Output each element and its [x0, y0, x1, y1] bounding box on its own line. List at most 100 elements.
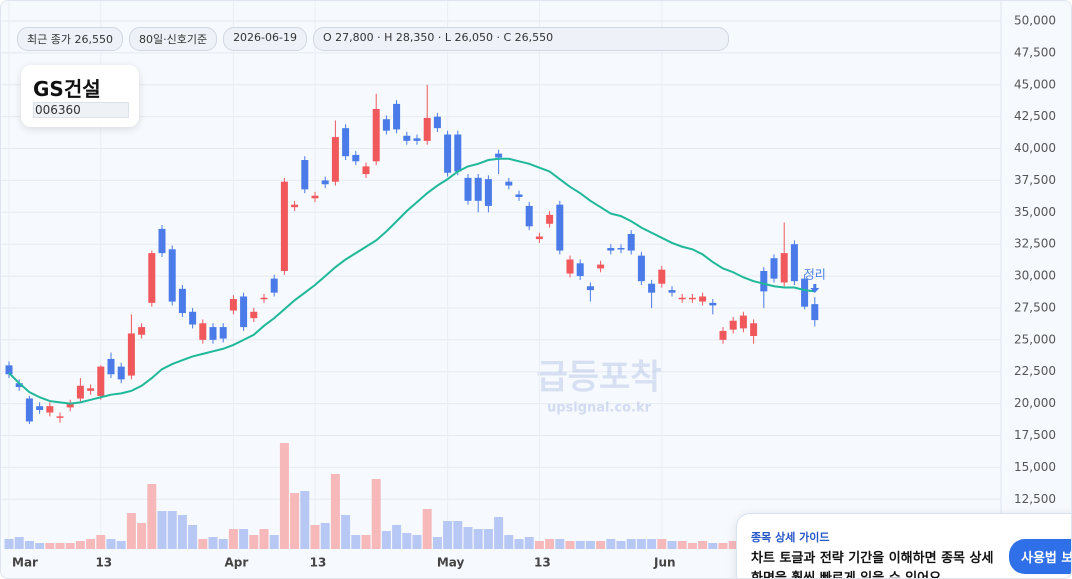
candle-body [209, 327, 217, 340]
candle-body [668, 290, 676, 293]
guide-button[interactable]: 사용법 보기 [1009, 539, 1071, 574]
candle-body [719, 330, 727, 340]
x-tick-label: Mar [12, 556, 38, 570]
candle-body [250, 311, 258, 319]
candle-body [484, 179, 492, 206]
volume-bar [453, 521, 463, 549]
x-tick-label: May [437, 556, 465, 570]
badge: 80일·신호기준 [128, 27, 218, 51]
candle-body [168, 249, 176, 302]
volume-bar [208, 537, 218, 549]
candle-body [811, 304, 819, 321]
candle-body [454, 134, 462, 172]
volume-bar [494, 517, 504, 549]
y-tick-label: 47,500 [1014, 45, 1056, 59]
candle-body [546, 214, 554, 224]
volume-bar [116, 541, 126, 549]
volume-bar [86, 539, 96, 549]
volume-bar [606, 539, 616, 549]
candle-body [199, 323, 207, 340]
y-tick-label: 30,000 [1014, 269, 1056, 283]
candle-body [637, 255, 645, 282]
volume-bar [330, 474, 340, 549]
y-tick-label: 40,000 [1014, 141, 1056, 155]
volume-bar [596, 541, 606, 549]
candle-body [505, 181, 513, 186]
volume-bar [616, 541, 626, 549]
candle-body [352, 154, 360, 162]
candle-body [770, 258, 778, 279]
candle-body [382, 119, 390, 131]
volume-bar [35, 543, 45, 549]
candle-body [393, 103, 401, 130]
volume-bar [55, 543, 65, 549]
volume-bar [126, 513, 136, 549]
candle-body [331, 137, 339, 182]
candle-body [515, 194, 523, 197]
volume-bar [575, 541, 585, 549]
candle-body [189, 311, 197, 325]
candle-body [739, 315, 747, 329]
volume-bar [443, 521, 453, 549]
volume-bar [259, 529, 269, 549]
volume-bar [228, 529, 238, 549]
volume-bar [249, 535, 259, 549]
candle-body [780, 253, 788, 283]
candle-body [790, 244, 798, 282]
volume-bar [534, 541, 544, 549]
candle-body [15, 383, 23, 388]
volume-bar [545, 539, 555, 549]
candle-body [117, 366, 125, 380]
volume-bar [514, 539, 524, 549]
volume-bar [239, 529, 249, 549]
volume-bar [422, 509, 432, 549]
volume-bar [65, 543, 75, 549]
volume-bar [279, 443, 289, 549]
volume-bar [657, 539, 667, 549]
candle-body [586, 286, 594, 291]
name-card: GS건설 006360 [21, 65, 139, 127]
volume-bar [647, 539, 657, 549]
candle-body [566, 259, 574, 274]
candle-body [25, 398, 33, 422]
volume-bar [341, 515, 351, 549]
candle-body [709, 302, 717, 306]
candle-body [229, 299, 237, 311]
volume-bar [565, 541, 575, 549]
badge: O 27,800 · H 28,350 · L 26,050 · C 26,55… [313, 27, 729, 51]
candle-body [342, 128, 350, 157]
candle-body [464, 177, 472, 201]
candle-body [678, 297, 686, 300]
volume-bar [45, 543, 55, 549]
candle-body [158, 228, 166, 254]
candle-body [627, 233, 635, 251]
volume-bar [361, 535, 371, 549]
volume-bar [269, 535, 279, 549]
candle-body [127, 333, 135, 376]
y-tick-label: 45,000 [1014, 77, 1056, 91]
volume-bar [75, 541, 85, 549]
stock-name: GS건설 [33, 77, 101, 101]
y-tick-label: 15,000 [1014, 460, 1056, 474]
candle-body [291, 204, 299, 208]
volume-bar [667, 541, 677, 549]
volume-bar [463, 527, 473, 549]
y-tick-label: 35,000 [1014, 205, 1056, 219]
volume-bar [381, 531, 391, 549]
candle-body [76, 385, 84, 399]
volume-bar [157, 511, 167, 549]
volume-bar [290, 493, 300, 549]
candle-body [760, 270, 768, 292]
volume-bar [585, 541, 595, 549]
volume-bar [14, 537, 24, 549]
candle-body [87, 388, 95, 391]
volume-bar [137, 523, 147, 549]
candle-body [107, 358, 115, 375]
volume-bar [188, 525, 198, 549]
guide-card: 종목 상세 가이드 차트 토글과 전략 기간을 이해하면 종목 상세 화면을 훨… [736, 513, 1071, 578]
volume-bar [483, 529, 493, 549]
badge: 최근 종가 26,550 [17, 27, 123, 51]
annotation: 정리 [804, 268, 826, 282]
